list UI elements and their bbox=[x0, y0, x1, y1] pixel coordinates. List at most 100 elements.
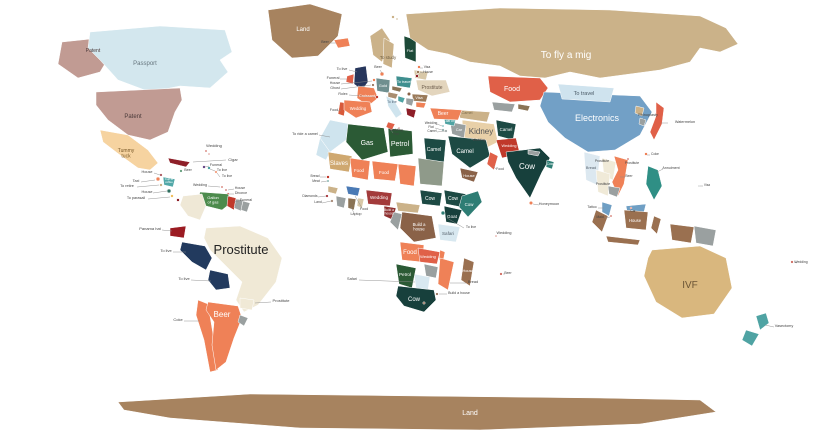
label-afghanistan: Camel bbox=[500, 127, 513, 132]
leader-antigua bbox=[207, 185, 221, 188]
leader-burkina bbox=[354, 195, 363, 209]
country-kazakhstan bbox=[487, 75, 549, 103]
label-somalia: Cow bbox=[465, 202, 475, 207]
label-bolivia: To live bbox=[178, 276, 190, 281]
country-western-sahara bbox=[315, 137, 331, 161]
label-mali: Food bbox=[354, 168, 365, 173]
label-netherlands: House bbox=[330, 81, 340, 85]
label-antarctica: Land bbox=[462, 410, 478, 417]
leader-switzerland bbox=[348, 94, 376, 98]
country-myanmar bbox=[583, 151, 601, 186]
country-algeria bbox=[345, 123, 389, 161]
country-lesotho bbox=[422, 301, 426, 305]
leader-botswana bbox=[358, 279, 416, 283]
label-romania: Visa bbox=[415, 96, 423, 100]
country-turkey bbox=[429, 107, 463, 121]
label-israel: Flat bbox=[428, 125, 433, 129]
leader-fiji bbox=[793, 261, 798, 264]
leader-nicaragua bbox=[152, 190, 168, 194]
country-philippines bbox=[645, 165, 663, 201]
country-greenland bbox=[267, 3, 343, 59]
country-sri-lanka bbox=[528, 200, 534, 206]
country-lebanon bbox=[441, 124, 445, 128]
leader-guyana bbox=[233, 200, 240, 203]
label-sweden: To study bbox=[380, 55, 397, 60]
country-indonesia-borneo bbox=[623, 209, 649, 231]
country-bahamas bbox=[207, 152, 211, 156]
label-indonesia: House bbox=[629, 218, 642, 223]
label-poland: To travel bbox=[397, 80, 412, 84]
country-estonia bbox=[417, 65, 421, 69]
label-swaziland: Build a house bbox=[448, 291, 470, 295]
country-yemen bbox=[459, 167, 479, 183]
label-nz: Vasectomy bbox=[775, 324, 794, 328]
leader-morocco bbox=[318, 134, 331, 138]
country-singapore bbox=[609, 214, 613, 218]
label-mauritius: Beer bbox=[504, 271, 512, 275]
leader-s_korea bbox=[642, 117, 645, 121]
label-yemen: House bbox=[463, 173, 475, 178]
country-papua-new-guinea bbox=[693, 225, 717, 247]
label-cuba: Cigar bbox=[228, 157, 238, 162]
label-malta: Wedding bbox=[389, 128, 402, 132]
country-morocco bbox=[319, 119, 351, 153]
country-thailand bbox=[595, 169, 611, 197]
leader-portugal bbox=[337, 109, 342, 112]
label-belgium: Ghost bbox=[330, 86, 340, 90]
country-ivory-coast bbox=[335, 195, 347, 209]
country-dominican bbox=[207, 166, 211, 170]
leader-singapore bbox=[604, 216, 611, 219]
leader-dominican bbox=[209, 168, 216, 172]
country-mongolia bbox=[557, 83, 615, 103]
country-oman bbox=[486, 151, 499, 171]
label-taiwan: Coke bbox=[651, 152, 659, 156]
label-malaysia: Tattoo bbox=[587, 205, 596, 209]
country-india bbox=[505, 147, 551, 199]
label-philippines: Annulment bbox=[662, 166, 679, 170]
country-guinea bbox=[327, 185, 339, 195]
country-bangladesh bbox=[545, 159, 555, 170]
country-ireland bbox=[345, 73, 355, 85]
label-oman: Food bbox=[496, 167, 504, 171]
country-poland bbox=[395, 75, 413, 89]
country-shapes bbox=[57, 3, 794, 431]
country-congo-gabon bbox=[389, 211, 403, 231]
country-belize bbox=[159, 173, 163, 177]
country-tanzania bbox=[437, 223, 461, 243]
label-zambia: Wedding bbox=[420, 254, 436, 259]
country-suriname bbox=[233, 198, 244, 212]
leader-paraguay bbox=[254, 301, 272, 304]
country-nepal bbox=[527, 149, 541, 157]
label-portugal: Food bbox=[330, 108, 338, 112]
country-mali bbox=[349, 157, 371, 181]
leader-st_lucia bbox=[227, 188, 235, 191]
country-nicaragua bbox=[166, 188, 172, 194]
label-liberia: Land bbox=[314, 200, 322, 204]
label-brunei: Car bbox=[630, 209, 636, 213]
label-finland: Flat bbox=[407, 48, 415, 53]
label-niger: Food bbox=[379, 170, 390, 175]
country-hungary bbox=[406, 91, 412, 97]
country-libya bbox=[387, 127, 414, 158]
label-germany: Gold bbox=[379, 83, 387, 88]
label-china: Electronics bbox=[575, 113, 620, 123]
country-honduras bbox=[162, 176, 176, 188]
country-central-african-republic bbox=[395, 201, 421, 214]
country-indonesia-sumatra bbox=[591, 209, 609, 233]
country-malaysia-peninsula bbox=[601, 201, 613, 217]
leader-el_salvador bbox=[136, 184, 160, 188]
country-indonesia-papua bbox=[669, 223, 695, 244]
leader-belize bbox=[153, 172, 161, 176]
leader-guatemala bbox=[140, 179, 156, 183]
country-guyana bbox=[226, 195, 237, 211]
country-kyrgyzstan bbox=[517, 103, 531, 112]
label-japan: Watermelon bbox=[675, 120, 695, 124]
label-spain: Wedding bbox=[350, 106, 367, 111]
leader-belgium bbox=[340, 84, 372, 90]
country-spain bbox=[343, 99, 373, 119]
leader-uk bbox=[348, 69, 358, 73]
label-saudi: Camel bbox=[456, 149, 473, 155]
country-denmark bbox=[379, 71, 385, 77]
label-s_sudan: Cow bbox=[425, 196, 435, 202]
label-senegal: Bread bbox=[310, 174, 319, 178]
